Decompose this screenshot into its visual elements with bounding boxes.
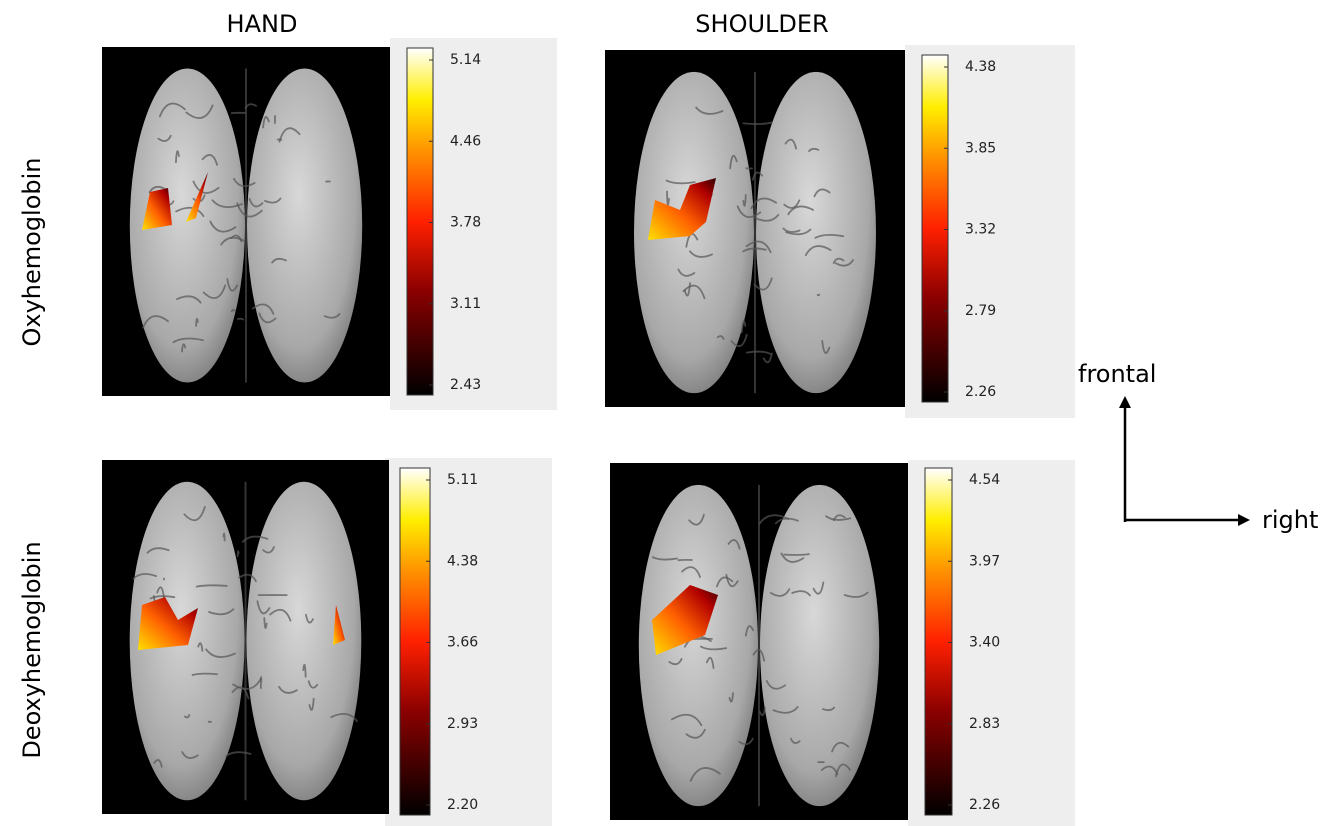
brain-hemisphere xyxy=(247,482,362,801)
colorbar-tick-label: 4.38 xyxy=(447,553,478,569)
axis-label: right xyxy=(1262,506,1318,534)
colorbar-tick-label: 2.26 xyxy=(969,797,1000,813)
brain-hemisphere xyxy=(247,68,362,382)
colorbar xyxy=(407,48,433,395)
figure: HAND SHOULDER Oxyhemoglobin Deoxyhemoglo… xyxy=(0,0,1338,826)
orientation-axes xyxy=(1119,396,1250,526)
axis-label: frontal xyxy=(1078,360,1156,388)
colorbar-tick-label: 2.20 xyxy=(447,797,478,813)
colorbar-tick-label: 2.93 xyxy=(447,716,478,732)
colorbar-tick-label: 2.26 xyxy=(965,384,996,400)
column-header: HAND xyxy=(227,10,298,38)
brain-panel: 5.14 4.46 3.78 3.11 2.43 xyxy=(102,38,557,410)
sulcus xyxy=(784,554,809,555)
colorbar-tick-label: 3.32 xyxy=(965,222,996,238)
colorbar-tick-label: 4.54 xyxy=(969,472,1000,488)
colorbar-tick-label: 3.78 xyxy=(450,215,481,231)
colorbar-tick-label: 4.46 xyxy=(450,133,481,149)
column-header: SHOULDER xyxy=(695,10,828,38)
colorbar-tick-label: 3.66 xyxy=(447,635,478,651)
brain-hemisphere xyxy=(756,72,876,393)
row-label: Oxyhemoglobin xyxy=(18,157,46,346)
colorbar-tick-label: 3.40 xyxy=(969,635,1000,651)
colorbar-tick-label: 4.38 xyxy=(965,59,996,75)
row-label: Deoxyhemoglobin xyxy=(18,541,46,758)
colorbar xyxy=(925,468,952,815)
colorbar-tick-label: 3.97 xyxy=(969,553,1000,569)
brain-panel: 4.38 3.85 3.32 2.79 2.26 xyxy=(605,45,1075,418)
brain-hemisphere xyxy=(760,485,879,806)
brain-panel: 5.11 4.38 3.66 2.93 2.20 xyxy=(102,458,552,826)
colorbar-tick-label: 2.79 xyxy=(965,303,996,319)
sulcus xyxy=(238,319,243,320)
colorbar-tick-label: 5.14 xyxy=(450,52,481,68)
colorbar-tick-label: 3.11 xyxy=(450,296,481,312)
colorbar xyxy=(922,55,948,402)
colorbar-tick-label: 2.83 xyxy=(969,716,1000,732)
sulcus xyxy=(238,551,239,556)
colorbar-tick-label: 5.11 xyxy=(447,472,478,488)
sulcus xyxy=(818,295,820,296)
colorbar xyxy=(400,468,430,815)
brain-panel: 4.54 3.97 3.40 2.83 2.26 xyxy=(610,460,1075,826)
colorbar-tick-label: 3.85 xyxy=(965,140,996,156)
colorbar-tick-label: 2.43 xyxy=(450,377,481,393)
page: HAND SHOULDER Oxyhemoglobin Deoxyhemoglo… xyxy=(0,0,1338,826)
